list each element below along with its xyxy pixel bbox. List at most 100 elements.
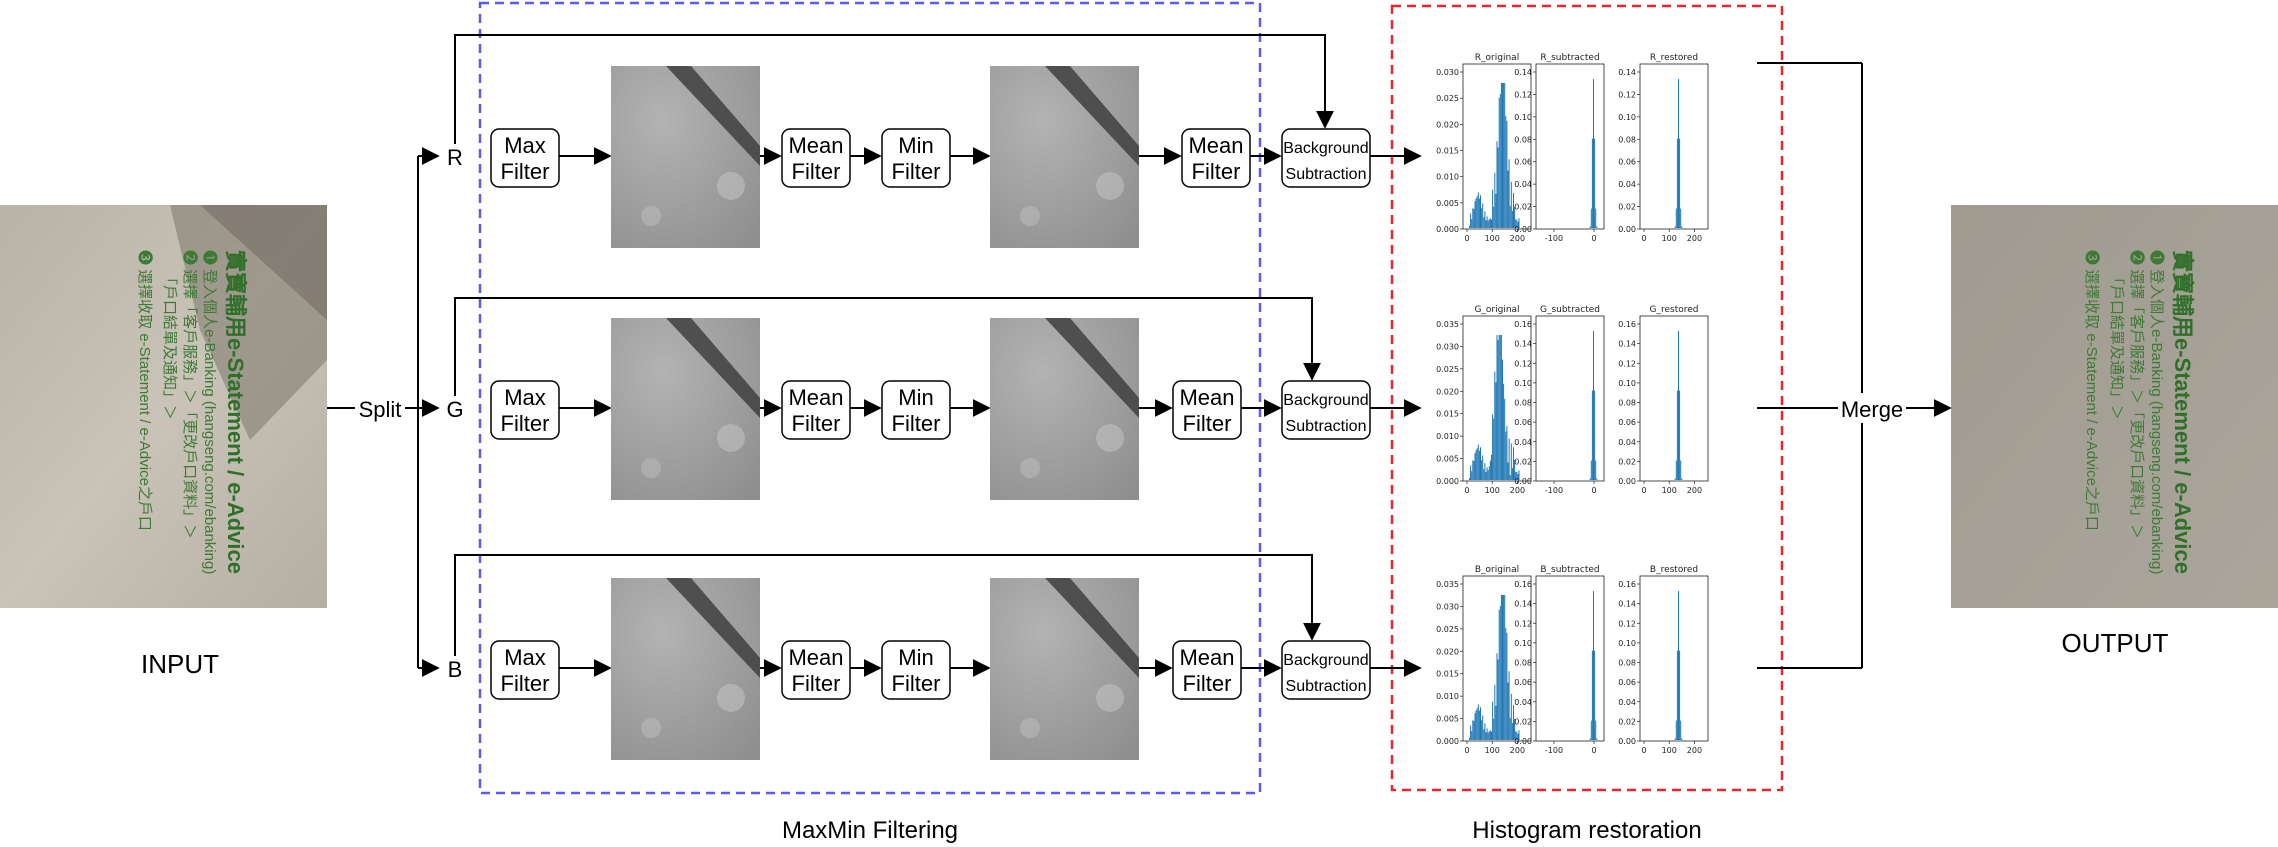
histogram-bar [1591,650,1593,740]
histogram-bar [1478,198,1480,228]
histogram-bar [1484,211,1486,228]
histogram-bar [1674,738,1676,740]
histogram-bar [1678,79,1679,228]
histogram-bar [1511,722,1513,740]
input-doc-line2: ❷ 選擇「客戶服務」＞「更改戶口資料」＞ [181,250,198,539]
y-tick-label: 0.005 [1436,455,1459,464]
histogram-bar [1480,447,1481,480]
histogram-bar [1482,455,1484,480]
y-tick-label: 0.020 [1436,647,1459,656]
histogram-bar [1494,371,1496,480]
y-tick-label: 0.010 [1436,432,1459,441]
x-tick-label: 0 [1641,486,1646,495]
max-filter-box-line-1: Max [504,385,546,410]
histogram-bar [1511,467,1513,480]
histogram-bar [1674,226,1676,228]
x-tick-label: 0 [1591,234,1596,243]
mean-filter-box-2-line-2: Filter [1183,411,1232,436]
histogram-bar [1591,390,1593,480]
x-tick-label: 100 [1485,486,1500,495]
y-tick-label: 0.00 [1514,737,1532,746]
histogram-bar [1514,718,1516,740]
histogram-bar [1472,720,1474,740]
y-tick-label: 0.08 [1514,135,1532,144]
histogram-b-restored: B_restored 0.16 0.14 0.12 0.10 0.08 0.06 0.04 0.… [1618,565,1709,755]
histogram-bar [1493,718,1495,740]
histogram-bar [1482,715,1484,740]
maxmin-caption: MaxMin Filtering [782,817,958,844]
y-tick-label: 0.02 [1514,457,1532,466]
histogram-bar [1498,609,1500,740]
histogram-title: B_original [1475,565,1519,575]
histogram-bar [1499,335,1501,480]
x-tick-label: 200 [1510,234,1525,243]
histogram-bar [1469,225,1470,228]
histogram-bar [1473,208,1475,228]
x-tick-label: 0 [1464,746,1469,755]
x-tick-label: 100 [1485,234,1500,243]
y-tick-label: 0.00 [1618,225,1636,234]
x-tick-label: 200 [1510,746,1525,755]
histogram-bar [1679,650,1681,740]
y-tick-label: 0.10 [1514,113,1532,122]
histogram-bar [1493,206,1495,228]
histogram-bar [1595,460,1597,480]
histogram-bar [1489,460,1491,480]
histogram-bar [1593,591,1594,740]
x-tick-label: -100 [1545,746,1563,755]
min-filtered-image [990,578,1139,760]
histogram-bar [1675,720,1677,740]
histogram-bar [1674,478,1676,480]
histogram-bar [1500,595,1502,740]
histogram-bar [1510,181,1512,228]
output-label: OUTPUT [2062,628,2169,658]
histogram-bar [1505,431,1507,480]
histogram-bar [1506,120,1508,228]
histogram-bar [1511,210,1513,228]
histogram-bar [1493,418,1495,480]
histogram-bar [1483,469,1485,480]
histogram-bar [1514,206,1516,228]
histogram-title: G_subtracted [1540,305,1600,315]
histogram-bar [1485,732,1487,740]
histogram-bar [1470,725,1472,740]
y-tick-label: 0.14 [1618,600,1636,609]
histogram-bar [1681,478,1683,480]
histogram-title: G_original [1474,305,1519,315]
histogram-bar [1495,382,1497,480]
histogram-bar [1507,682,1509,740]
histogram-bar [1473,720,1475,740]
histogram-bar [1497,659,1499,740]
histogram-bar [1506,426,1508,480]
histogram-bar [1515,219,1517,228]
histogram-b-subtracted: B_subtracted 0.16 0.14 0.12 0.10 0.08 0.06 0.04… [1514,565,1605,755]
mean-filter-box-2-line-1: Mean [1179,645,1234,670]
histogram-bar [1505,116,1507,228]
histogram-bar [1481,208,1483,228]
max-filter-box-line-1: Max [504,645,546,670]
x-tick-label: 200 [1687,486,1702,495]
histogram-bar [1477,704,1479,740]
histogram-bar [1681,226,1683,228]
histogram-bar [1514,459,1516,480]
mean-filter-box-1-line-1: Mean [788,133,843,158]
histogram-bar [1507,462,1509,480]
y-tick-label: 0.06 [1514,158,1532,167]
x-tick-label: 0 [1591,746,1596,755]
histogram-title: R_original [1475,53,1519,63]
min-filtered-image [990,318,1139,500]
histogram-bar [1495,193,1497,228]
y-tick-label: 0.04 [1514,438,1532,447]
x-tick-label: 200 [1687,234,1702,243]
histogram-bar [1590,208,1592,228]
histogram-bar [1675,208,1677,228]
histogram-bar [1486,467,1488,480]
histogram-bar [1486,216,1488,228]
y-tick-label: 0.08 [1618,135,1636,144]
histogram-bar [1596,478,1598,480]
y-tick-label: 0.12 [1618,619,1636,628]
